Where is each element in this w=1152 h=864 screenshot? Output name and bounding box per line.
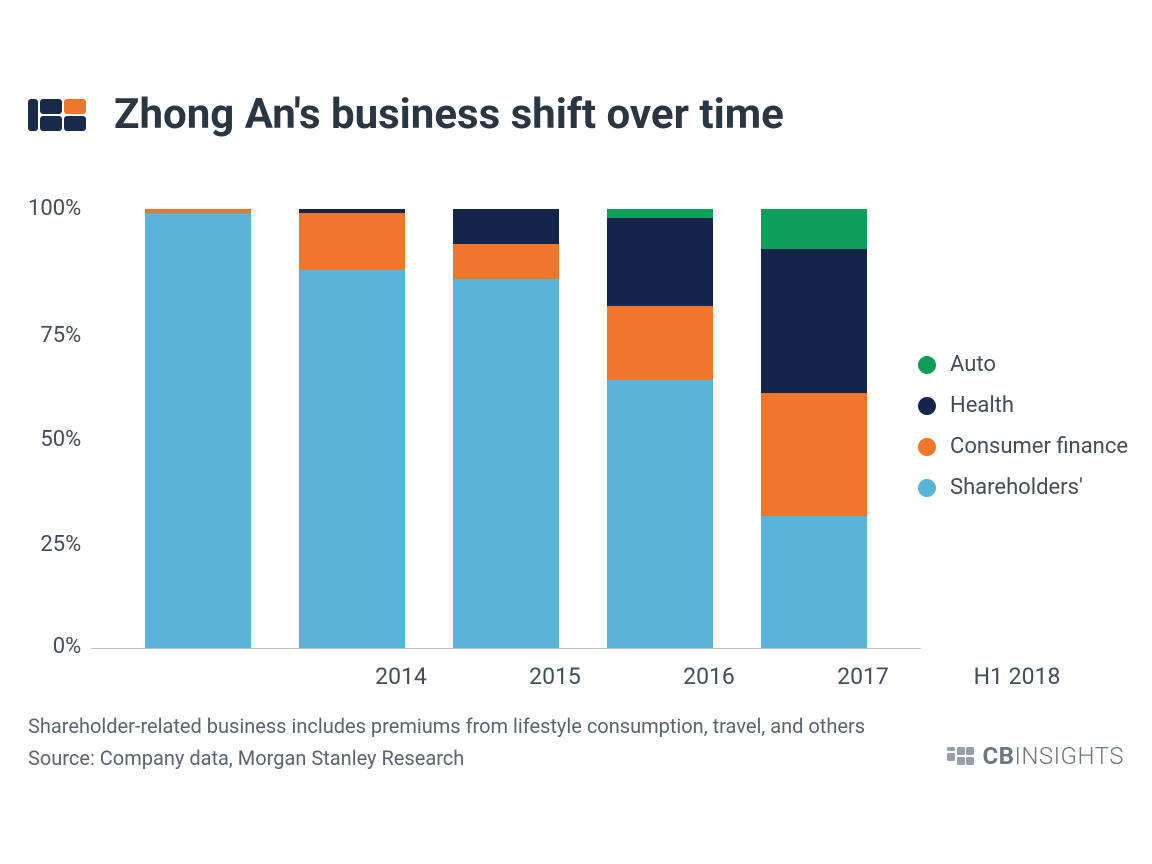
legend-item: Health (918, 393, 1128, 418)
bar-segment-shareholders (453, 279, 559, 648)
y-tick: 100% (28, 198, 81, 220)
chart-container: Zhong An's business shift over time 100%… (0, 0, 1152, 774)
legend-swatch (918, 479, 936, 497)
bar-segment-shareholders (761, 516, 867, 648)
logo-block (64, 116, 86, 131)
y-axis: 100% 75% 50% 25% 0% (28, 209, 91, 649)
bar-column (145, 209, 251, 648)
bar-column (299, 209, 405, 648)
footer-brand: CBINSIGHTS (947, 742, 1124, 770)
bar-segment-auto (761, 209, 867, 249)
footer-brand-bold: CB (982, 742, 1014, 770)
y-tick: 0% (28, 636, 81, 658)
y-tick: 50% (28, 429, 81, 451)
bar-segment-consumer_finance (453, 244, 559, 279)
legend-swatch (918, 356, 936, 374)
y-tick: 25% (28, 534, 81, 556)
y-tick: 75% (28, 325, 81, 347)
bar-column (607, 209, 713, 648)
x-tick: 2014 (348, 663, 454, 690)
legend-label: Health (950, 393, 1014, 418)
logo-block (40, 99, 62, 114)
legend-label: Shareholders' (950, 475, 1083, 500)
legend-swatch (918, 438, 936, 456)
logo-block (64, 99, 86, 114)
logo-block (28, 99, 38, 131)
legend-item: Shareholders' (918, 475, 1128, 500)
x-axis: 2014 2015 2016 2017 H1 2018 (294, 663, 1124, 690)
x-tick: H1 2018 (964, 663, 1070, 690)
bar-segment-consumer_finance (299, 213, 405, 270)
footer-logo-icon (947, 747, 974, 765)
bar-segment-health (761, 249, 867, 394)
bar-segment-shareholders (299, 270, 405, 648)
bar-segment-shareholders (145, 213, 251, 648)
x-tick: 2015 (502, 663, 608, 690)
bar-segment-health (453, 209, 559, 244)
logo-block (40, 116, 62, 131)
bar-column (761, 209, 867, 648)
header: Zhong An's business shift over time (28, 90, 1124, 139)
bar-segment-shareholders (607, 380, 713, 648)
x-tick: 2016 (656, 663, 762, 690)
bar-segment-consumer_finance (761, 393, 867, 516)
x-tick: 2017 (810, 663, 916, 690)
legend-swatch (918, 397, 936, 415)
legend-item: Consumer finance (918, 434, 1128, 459)
footnote-line: Shareholder-related business includes pr… (28, 710, 1124, 742)
brand-logo-icon (28, 99, 86, 131)
legend-label: Auto (950, 352, 996, 377)
footer-brand-thin: INSIGHTS (1014, 742, 1124, 770)
legend: Auto Health Consumer finance Shareholders' (918, 352, 1128, 500)
legend-label: Consumer finance (950, 434, 1128, 459)
bar-segment-health (607, 218, 713, 306)
plot-area (91, 209, 921, 649)
bar-segment-consumer_finance (607, 306, 713, 381)
bar-column (453, 209, 559, 648)
chart-title: Zhong An's business shift over time (114, 90, 784, 139)
bar-segment-auto (607, 209, 713, 218)
legend-item: Auto (918, 352, 1128, 377)
